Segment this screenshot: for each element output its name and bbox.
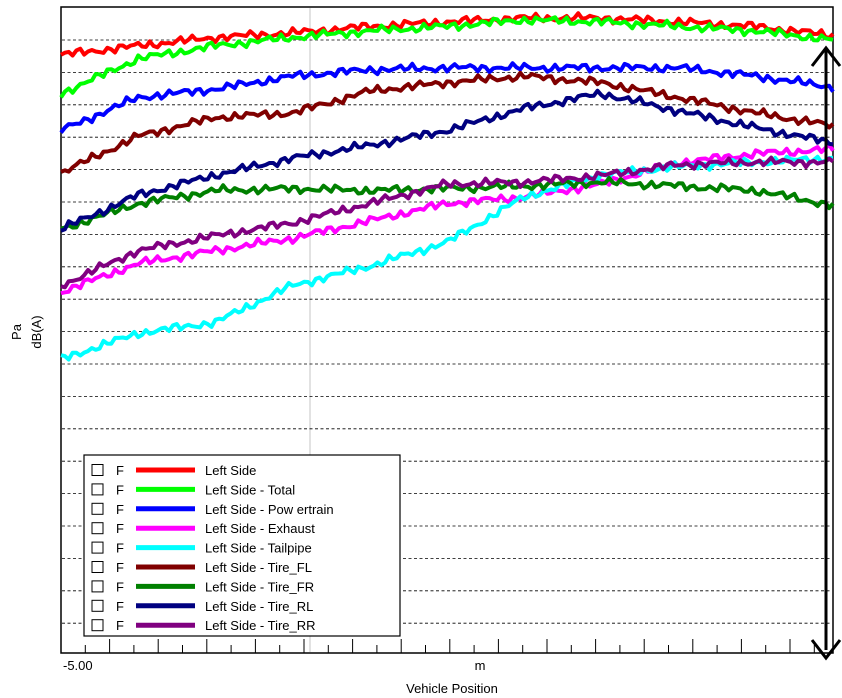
legend-item[interactable]: F Left Side - Tire_RL xyxy=(91,599,313,614)
y-axis-unit-pa: Pa xyxy=(9,323,24,340)
legend-checkbox[interactable] xyxy=(91,464,104,476)
legend-checkbox[interactable] xyxy=(91,502,104,515)
legend-label: Left Side - Tire_RL xyxy=(205,599,313,614)
series-line-7 xyxy=(60,176,835,231)
legend-label: Left Side - Tire_RR xyxy=(205,618,316,633)
legend: F Left Side F Left Side - Total F Left Side -… xyxy=(83,454,401,637)
legend-flag: F xyxy=(116,618,124,633)
legend-item[interactable]: F Left Side - Pow ertrain xyxy=(91,502,334,517)
legend-item[interactable]: F Left Side - Total xyxy=(91,482,295,497)
legend-flag: F xyxy=(116,463,124,478)
legend-flag: F xyxy=(116,521,124,536)
legend-checkbox[interactable] xyxy=(91,522,104,535)
x-axis-title: Vehicle Position xyxy=(406,681,498,696)
legend-flag: F xyxy=(116,560,124,575)
series-line-8 xyxy=(60,88,834,233)
x-ticks xyxy=(60,639,815,653)
legend-item[interactable]: F Left Side - Tire_RR xyxy=(91,618,316,633)
legend-checkbox[interactable] xyxy=(91,580,104,593)
legend-label: Left Side - Tire_FR xyxy=(205,579,314,594)
legend-label: Left Side - Tailpipe xyxy=(205,541,312,556)
legend-item[interactable]: F Left Side - Tire_FL xyxy=(91,560,312,575)
legend-label: Left Side - Exhaust xyxy=(205,521,315,536)
y-axis-unit-dba: dB(A) xyxy=(29,315,44,348)
legend-label: Left Side - Pow ertrain xyxy=(205,502,334,517)
x-tick-label: -5.00 xyxy=(63,658,93,673)
legend-flag: F xyxy=(116,599,124,614)
series-line-4 xyxy=(60,142,835,296)
legend-flag: F xyxy=(116,579,124,594)
legend-item[interactable]: F Left Side - Tailpipe xyxy=(91,541,312,556)
legend-item[interactable]: F Left Side xyxy=(91,463,256,478)
legend-checkbox[interactable] xyxy=(91,561,104,573)
legend-label: Left Side - Tire_FL xyxy=(205,560,312,575)
series-line-1 xyxy=(60,11,835,58)
legend-label: Left Side xyxy=(205,463,256,478)
series-line-9 xyxy=(60,155,835,290)
legend-label: Left Side - Total xyxy=(205,482,295,497)
series-line-2 xyxy=(59,15,834,99)
legend-flag: F xyxy=(116,482,124,497)
legend-item[interactable]: F Left Side - Tire_FR xyxy=(91,579,314,594)
legend-flag: F xyxy=(116,502,124,517)
legend-checkbox[interactable] xyxy=(91,483,104,496)
legend-item[interactable]: F Left Side - Exhaust xyxy=(91,521,315,536)
legend-flag: F xyxy=(116,541,124,556)
series-group xyxy=(59,11,835,362)
x-unit-label: m xyxy=(475,658,486,673)
series-line-3 xyxy=(59,61,835,134)
legend-checkbox[interactable] xyxy=(91,541,104,554)
legend-checkbox[interactable] xyxy=(91,619,104,632)
range-arrow[interactable] xyxy=(810,45,842,661)
series-line-6 xyxy=(60,70,835,174)
legend-checkbox[interactable] xyxy=(91,599,104,612)
